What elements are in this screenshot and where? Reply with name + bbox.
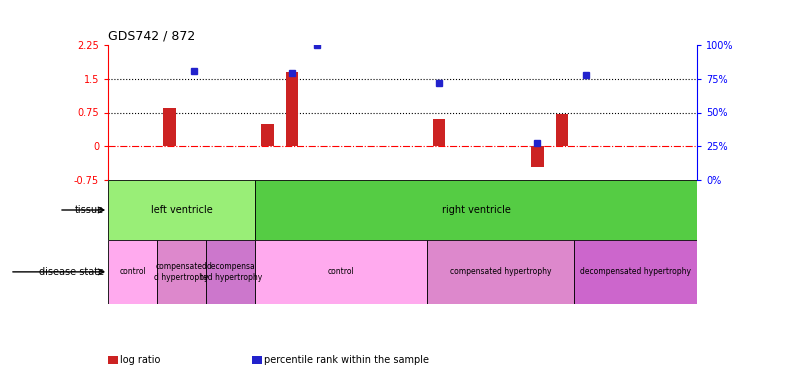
Bar [207,240,256,304]
Bar [163,108,175,146]
Text: disease state: disease state [39,267,104,277]
Text: GDS742 / 872: GDS742 / 872 [108,30,195,42]
Text: tissue: tissue [75,205,104,215]
Text: decompensated hypertrophy: decompensated hypertrophy [580,267,691,276]
Text: compensated hypertrophy: compensated hypertrophy [450,267,551,276]
Text: control: control [119,267,146,276]
Bar [108,180,256,240]
Bar [427,240,574,304]
Text: control: control [328,267,355,276]
Bar [108,240,157,304]
Text: percentile rank within the sample: percentile rank within the sample [264,355,429,364]
Text: log ratio: log ratio [120,355,160,364]
Bar [256,180,697,240]
Bar [261,124,274,146]
Text: right ventricle: right ventricle [441,205,510,215]
Bar [574,240,697,304]
Bar [286,72,298,146]
Text: compensated
d hypertrophy: compensated d hypertrophy [155,262,209,282]
Text: left ventricle: left ventricle [151,205,212,215]
Bar [256,240,427,304]
Bar [531,146,544,166]
Bar [433,119,445,146]
Bar [157,240,207,304]
Bar [556,114,568,146]
Text: decompensa
ted hypertrophy: decompensa ted hypertrophy [199,262,262,282]
